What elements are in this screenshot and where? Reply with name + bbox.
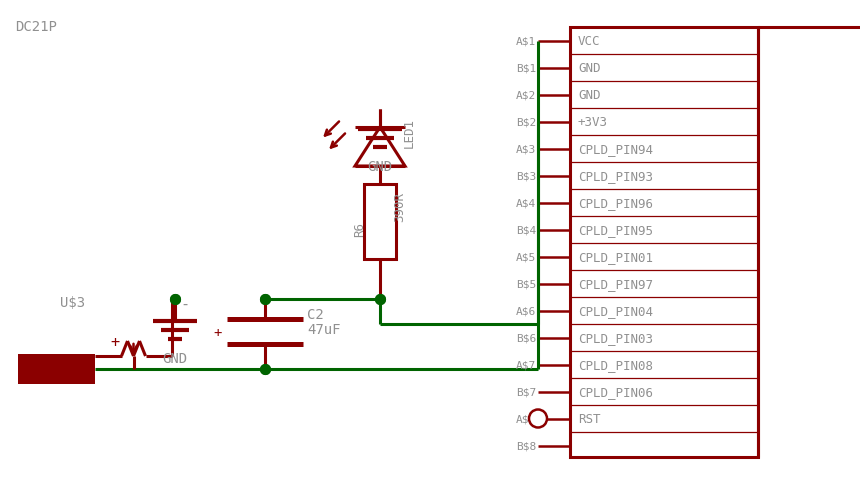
Text: VCC: VCC xyxy=(578,35,600,48)
Text: 47uF: 47uF xyxy=(307,322,341,336)
Text: CPLD_PIN94: CPLD_PIN94 xyxy=(578,143,653,156)
Text: LED1: LED1 xyxy=(402,117,415,147)
Text: CPLD_PIN03: CPLD_PIN03 xyxy=(578,332,653,344)
Text: GND: GND xyxy=(163,351,187,365)
Text: +: + xyxy=(213,325,222,339)
Text: A$8: A$8 xyxy=(516,414,536,424)
Text: GND: GND xyxy=(578,89,600,102)
Text: A$3: A$3 xyxy=(516,144,536,154)
Text: A$4: A$4 xyxy=(516,198,536,208)
Text: B$3: B$3 xyxy=(516,171,536,181)
Bar xyxy=(364,184,396,259)
Text: U$3: U$3 xyxy=(60,295,85,309)
Text: 390R: 390R xyxy=(394,192,407,222)
Text: CPLD_PIN06: CPLD_PIN06 xyxy=(578,385,653,398)
Text: B$2: B$2 xyxy=(516,117,536,127)
Text: GND: GND xyxy=(367,160,392,174)
Text: B$5: B$5 xyxy=(516,279,536,289)
Text: CPLD_PIN97: CPLD_PIN97 xyxy=(578,277,653,290)
Text: A$5: A$5 xyxy=(516,252,536,262)
Text: A$2: A$2 xyxy=(516,91,536,100)
Text: -: - xyxy=(180,296,189,311)
Text: A$1: A$1 xyxy=(516,36,536,46)
Text: DC21P: DC21P xyxy=(15,20,57,34)
Text: CPLD_PIN01: CPLD_PIN01 xyxy=(578,251,653,263)
Text: B$1: B$1 xyxy=(516,63,536,74)
Text: R6: R6 xyxy=(353,222,366,237)
Text: A$6: A$6 xyxy=(516,306,536,316)
Text: CPLD_PIN04: CPLD_PIN04 xyxy=(578,304,653,318)
Circle shape xyxy=(529,409,547,428)
Text: C2: C2 xyxy=(307,307,323,321)
Text: +: + xyxy=(110,334,120,349)
Text: B$6: B$6 xyxy=(516,333,536,343)
Text: CPLD_PIN93: CPLD_PIN93 xyxy=(578,170,653,182)
Text: CPLD_PIN08: CPLD_PIN08 xyxy=(578,358,653,371)
Text: RST: RST xyxy=(578,412,600,425)
Text: CPLD_PIN96: CPLD_PIN96 xyxy=(578,197,653,210)
Text: B$8: B$8 xyxy=(516,440,536,451)
Text: A$7: A$7 xyxy=(516,360,536,370)
Bar xyxy=(570,28,758,457)
Text: B$4: B$4 xyxy=(516,225,536,235)
Text: CPLD_PIN95: CPLD_PIN95 xyxy=(578,224,653,237)
Text: B$7: B$7 xyxy=(516,387,536,397)
Text: +3V3: +3V3 xyxy=(578,116,608,129)
Bar xyxy=(18,354,95,384)
Text: GND: GND xyxy=(578,62,600,75)
